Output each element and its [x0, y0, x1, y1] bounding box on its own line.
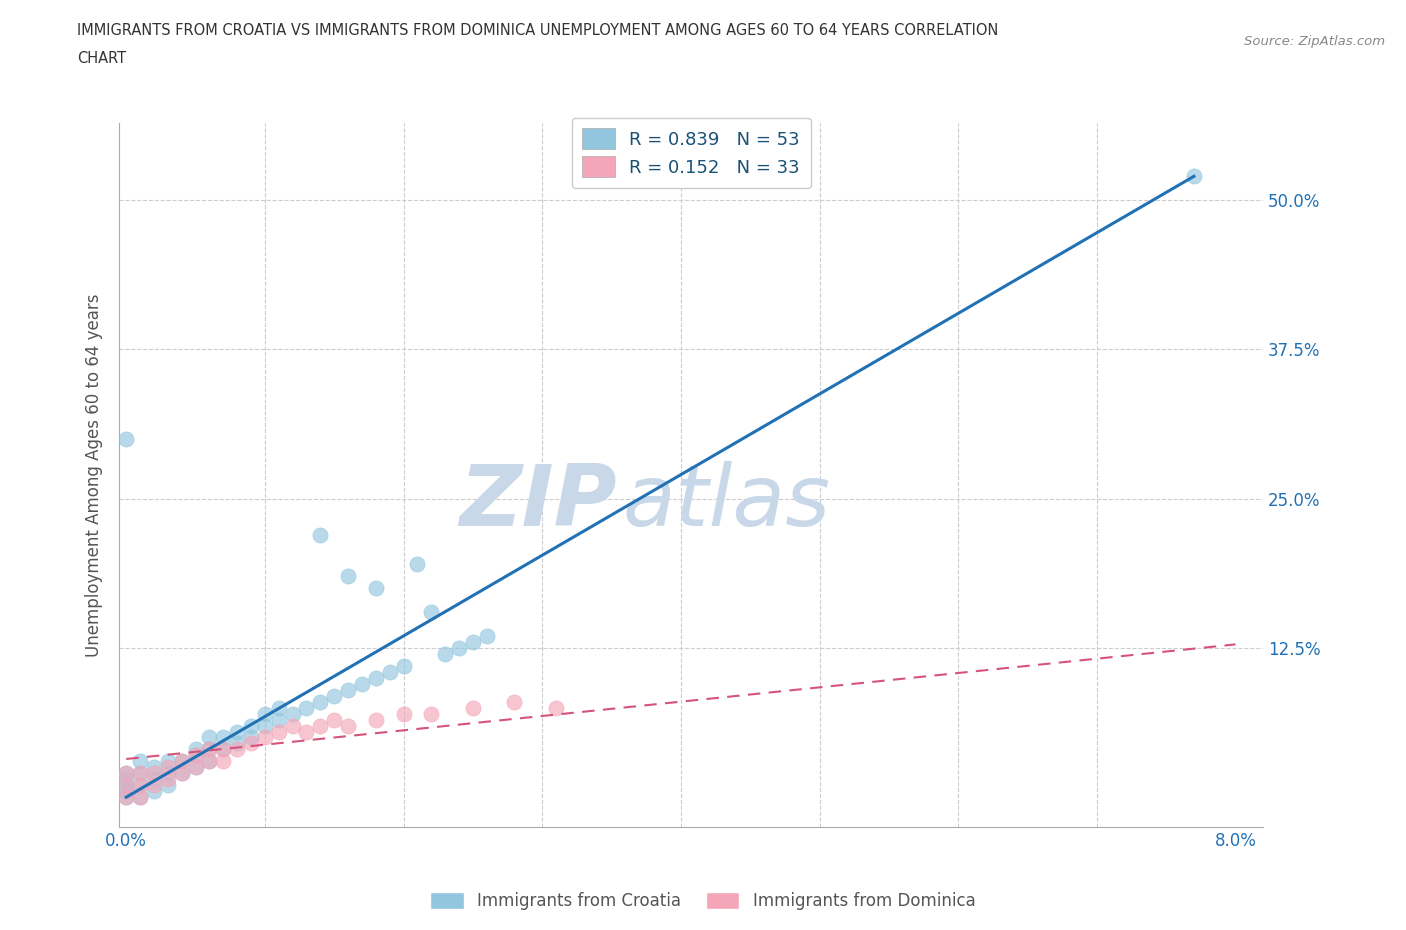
- Point: [198, 754, 221, 769]
- Point: [295, 700, 318, 715]
- Text: Source: ZipAtlas.com: Source: ZipAtlas.com: [1244, 35, 1385, 48]
- Point: [115, 432, 138, 446]
- Y-axis label: Unemployment Among Ages 60 to 64 years: Unemployment Among Ages 60 to 64 years: [86, 293, 103, 657]
- Point: [184, 742, 207, 757]
- Point: [295, 724, 318, 739]
- Point: [406, 557, 429, 572]
- Point: [198, 742, 221, 757]
- Point: [115, 766, 138, 781]
- Point: [461, 634, 484, 649]
- Legend: R = 0.839   N = 53, R = 0.152   N = 33: R = 0.839 N = 53, R = 0.152 N = 33: [572, 117, 811, 188]
- Point: [461, 700, 484, 715]
- Point: [226, 736, 249, 751]
- Point: [212, 742, 235, 757]
- Point: [503, 694, 526, 709]
- Point: [142, 772, 165, 787]
- Point: [212, 742, 235, 757]
- Point: [170, 754, 193, 769]
- Text: atlas: atlas: [623, 461, 831, 544]
- Point: [184, 748, 207, 763]
- Point: [115, 777, 138, 792]
- Point: [212, 754, 235, 769]
- Point: [544, 700, 567, 715]
- Point: [337, 718, 360, 733]
- Point: [1182, 169, 1205, 184]
- Point: [170, 766, 193, 781]
- Point: [447, 641, 470, 656]
- Legend: Immigrants from Croatia, Immigrants from Dominica: Immigrants from Croatia, Immigrants from…: [423, 885, 983, 917]
- Point: [115, 790, 138, 804]
- Point: [156, 772, 179, 787]
- Point: [267, 724, 290, 739]
- Point: [434, 646, 457, 661]
- Point: [156, 760, 179, 775]
- Point: [281, 718, 304, 733]
- Point: [226, 742, 249, 757]
- Point: [323, 688, 346, 703]
- Point: [267, 712, 290, 727]
- Text: IMMIGRANTS FROM CROATIA VS IMMIGRANTS FROM DOMINICA UNEMPLOYMENT AMONG AGES 60 T: IMMIGRANTS FROM CROATIA VS IMMIGRANTS FR…: [77, 23, 998, 38]
- Point: [198, 754, 221, 769]
- Point: [337, 683, 360, 698]
- Point: [392, 706, 415, 721]
- Point: [142, 760, 165, 775]
- Point: [350, 676, 373, 691]
- Point: [156, 754, 179, 769]
- Point: [129, 790, 152, 804]
- Point: [129, 766, 152, 781]
- Point: [115, 777, 138, 792]
- Point: [281, 706, 304, 721]
- Point: [129, 790, 152, 804]
- Point: [129, 777, 152, 792]
- Point: [170, 766, 193, 781]
- Point: [129, 754, 152, 769]
- Point: [364, 581, 387, 596]
- Point: [156, 766, 179, 781]
- Point: [240, 730, 263, 745]
- Point: [364, 671, 387, 685]
- Point: [184, 760, 207, 775]
- Point: [240, 718, 263, 733]
- Point: [309, 694, 332, 709]
- Point: [129, 766, 152, 781]
- Point: [156, 777, 179, 792]
- Point: [115, 790, 138, 804]
- Point: [115, 772, 138, 787]
- Point: [475, 629, 498, 644]
- Point: [115, 766, 138, 781]
- Point: [142, 784, 165, 799]
- Point: [184, 760, 207, 775]
- Point: [170, 754, 193, 769]
- Point: [337, 569, 360, 584]
- Point: [309, 718, 332, 733]
- Point: [392, 658, 415, 673]
- Point: [240, 736, 263, 751]
- Point: [253, 718, 276, 733]
- Point: [142, 777, 165, 792]
- Point: [142, 766, 165, 781]
- Point: [212, 730, 235, 745]
- Point: [323, 712, 346, 727]
- Point: [309, 527, 332, 542]
- Point: [198, 742, 221, 757]
- Point: [129, 777, 152, 792]
- Point: [267, 700, 290, 715]
- Point: [115, 784, 138, 799]
- Point: [253, 730, 276, 745]
- Point: [226, 724, 249, 739]
- Text: CHART: CHART: [77, 51, 127, 66]
- Text: ZIP: ZIP: [460, 461, 617, 544]
- Point: [253, 706, 276, 721]
- Point: [198, 730, 221, 745]
- Point: [420, 604, 443, 619]
- Point: [420, 706, 443, 721]
- Point: [378, 664, 401, 679]
- Point: [364, 712, 387, 727]
- Point: [184, 748, 207, 763]
